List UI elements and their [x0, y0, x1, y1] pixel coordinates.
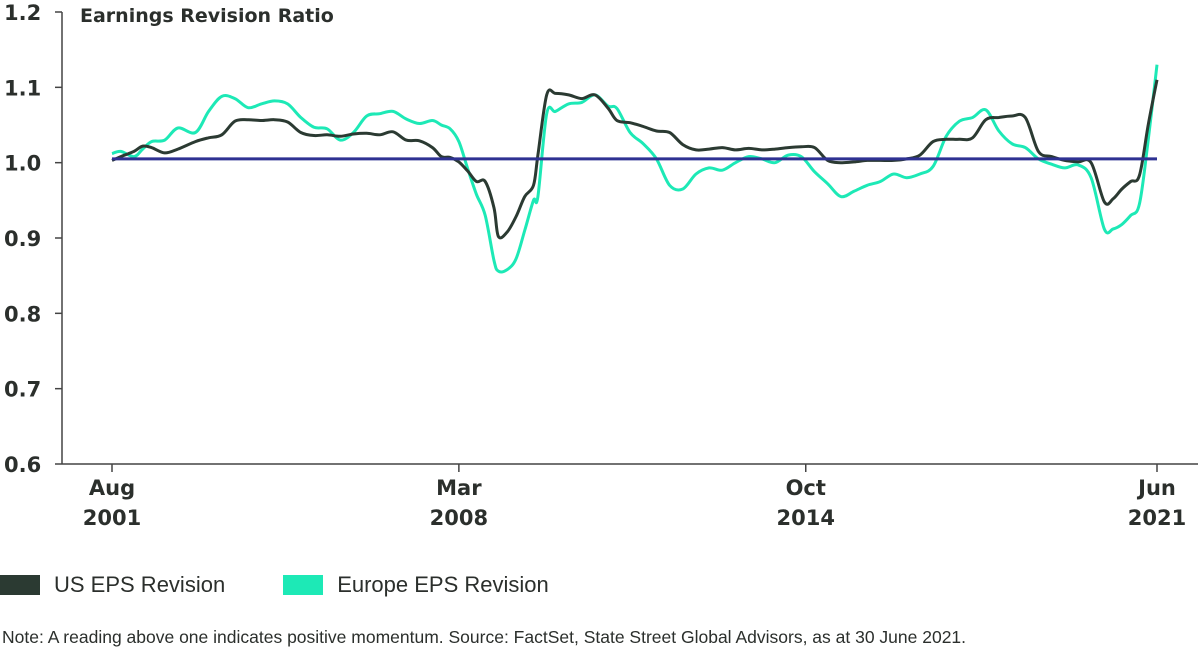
- source-note: Note: A reading above one indicates posi…: [2, 627, 967, 647]
- y-tick-label-2: 0.8: [4, 302, 41, 326]
- x-tick-month-0: Aug: [89, 476, 135, 500]
- y-tick-label-1: 0.7: [4, 378, 41, 402]
- y-tick-label-5: 1.1: [4, 76, 41, 100]
- x-tick-year-0: 2001: [83, 506, 141, 530]
- y-tick-label-3: 0.9: [4, 227, 41, 251]
- y-tick-label-0: 0.6: [4, 453, 41, 477]
- y-axis-ticks: 0.6 0.7 0.8 0.9 1.0 1.1 1.2: [4, 1, 62, 477]
- line-chart: 0.6 0.7 0.8 0.9 1.0 1.1 1.2 Earnings Revision …: [4, 1, 1198, 530]
- series-layer: [111, 64, 1159, 274]
- legend-item-us: US EPS Revision: [0, 572, 225, 598]
- legend-swatch-europe: [283, 575, 324, 595]
- x-tick-year-1: 2008: [430, 506, 488, 530]
- legend-swatch-us: [0, 575, 40, 595]
- x-tick-month-2: Oct: [786, 476, 826, 500]
- x-axis-ticks: Aug 2001 Mar 2008 Oct 2014 Jun 2021: [83, 464, 1186, 530]
- x-tick-month-3: Jun: [1136, 476, 1176, 500]
- legend: US EPS Revision Europe EPS Revision: [0, 568, 607, 602]
- y-axis-label: Earnings Revision Ratio: [80, 5, 334, 27]
- legend-item-europe: Europe EPS Revision: [283, 572, 549, 598]
- series-line-europe-eps: [111, 64, 1159, 274]
- legend-label-us: US EPS Revision: [54, 572, 226, 597]
- legend-label-europe: Europe EPS Revision: [337, 572, 549, 597]
- y-tick-label-6: 1.2: [4, 1, 41, 25]
- series-line-us-eps: [111, 79, 1159, 240]
- x-tick-year-2: 2014: [777, 506, 835, 530]
- x-tick-month-1: Mar: [436, 476, 482, 500]
- x-tick-year-3: 2021: [1128, 506, 1186, 530]
- y-tick-label-4: 1.0: [4, 152, 41, 176]
